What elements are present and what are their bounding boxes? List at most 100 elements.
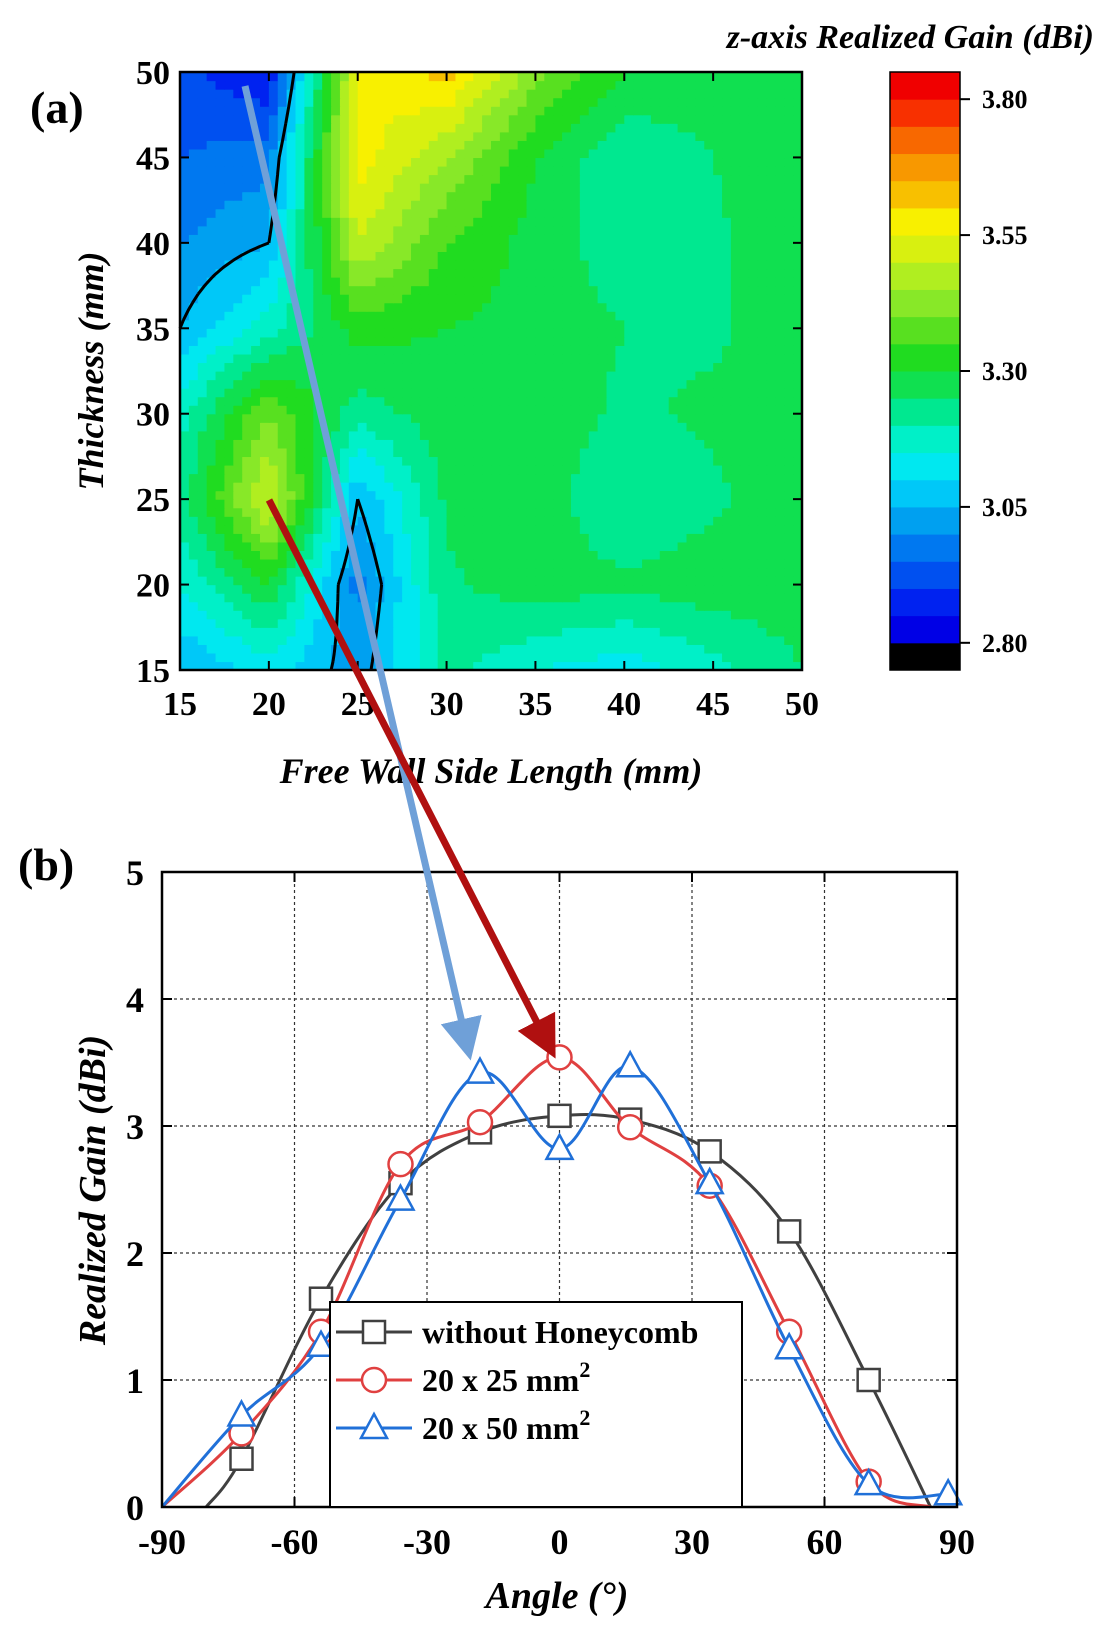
heatmap-cell: [455, 140, 465, 150]
heatmap-cell: [197, 345, 208, 355]
heatmap-cell: [544, 225, 554, 235]
heatmap-cell: [615, 524, 625, 534]
heatmap-cell: [357, 72, 368, 82]
heatmap-cell: [322, 183, 332, 193]
heatmap-cell: [659, 234, 670, 244]
heatmap-cell: [579, 490, 590, 500]
heatmap-cell: [331, 593, 341, 603]
heatmap-cell: [677, 72, 688, 82]
heatmap-cell: [357, 618, 368, 628]
heatmap-cell: [348, 174, 359, 184]
heatmap-cell: [428, 80, 439, 90]
heatmap-cell: [624, 259, 634, 270]
heatmap-cell: [668, 174, 679, 184]
heatmap-cell: [508, 148, 519, 159]
heatmap-cell: [722, 345, 732, 355]
heatmap-cell: [526, 353, 537, 364]
heatmap-cell: [775, 191, 785, 201]
heatmap-cell: [259, 635, 270, 645]
heatmap-cell: [704, 251, 714, 261]
heatmap-cell: [757, 652, 768, 663]
heatmap-cell: [455, 97, 465, 107]
heatmap-cell: [562, 336, 572, 346]
heatmap-cell: [313, 456, 323, 466]
heatmap-cell: [357, 251, 368, 261]
heatmap-cell: [775, 208, 785, 218]
heatmap-cell: [384, 157, 394, 167]
heatmap-cell: [313, 576, 323, 586]
heatmap-cell: [650, 302, 661, 312]
heatmap-cell: [366, 123, 377, 133]
heatmap-cell: [215, 601, 226, 611]
heatmap-cell: [464, 661, 474, 671]
heatmap-cell: [277, 106, 288, 116]
heatmap-cell: [544, 251, 554, 261]
heatmap-cell: [784, 200, 794, 210]
heatmap-cell: [695, 422, 705, 432]
heatmap-cell: [642, 131, 652, 141]
heatmap-cell: [659, 618, 670, 628]
heatmap-cell: [384, 379, 394, 389]
heatmap-cell: [206, 72, 217, 82]
heatmap-cell: [668, 593, 679, 603]
heatmap-cell: [535, 191, 545, 201]
heatmap-cell: [304, 200, 314, 210]
heatmap-cell: [748, 157, 759, 167]
heatmap-cell: [251, 482, 261, 492]
heatmap-cell: [793, 576, 803, 586]
heatmap-cell: [615, 464, 625, 475]
heatmap-cell: [642, 541, 652, 551]
heatmap-cell: [375, 610, 385, 620]
heatmap-cell: [588, 302, 599, 312]
heatmap-cell: [375, 490, 385, 500]
heatmap-cell: [295, 294, 305, 304]
heatmap-cell: [793, 362, 803, 372]
heatmap-cell: [650, 644, 661, 654]
heatmap-cell: [366, 447, 377, 458]
heatmap-cell: [686, 183, 696, 193]
heatmap-cell: [775, 114, 785, 124]
heatmap-cell: [295, 464, 305, 475]
heatmap-cell: [588, 396, 599, 406]
heatmap-cell: [562, 430, 572, 440]
heatmap-cell: [508, 473, 519, 483]
heatmap-cell: [277, 319, 288, 329]
heatmap-cell: [704, 558, 714, 569]
heatmap-cell: [775, 473, 785, 483]
heatmap-cell: [366, 490, 377, 500]
heatmap-cell: [419, 661, 430, 671]
heatmap-cell: [579, 550, 590, 560]
heatmap-cell: [606, 345, 616, 355]
heatmap-cell: [366, 336, 377, 346]
heatmap-cell: [313, 644, 323, 654]
heatmap-cell: [242, 635, 252, 645]
heatmap-cell: [748, 388, 759, 398]
heatmap-cell: [615, 507, 625, 517]
heatmap-cell: [197, 183, 208, 193]
heatmap-cell: [482, 345, 492, 355]
heatmap-cell: [304, 336, 314, 346]
heatmap-cell: [419, 277, 430, 287]
heatmap-cell: [286, 388, 297, 398]
heatmap-cell: [339, 311, 350, 321]
heatmap-cell: [588, 277, 599, 287]
heatmap-cell: [286, 618, 297, 628]
heatmap-cell: [713, 610, 723, 620]
heatmap-cell: [339, 482, 350, 492]
heatmap-cell: [295, 473, 305, 483]
heatmap-cell: [491, 482, 501, 492]
heatmap-cell: [535, 473, 545, 483]
heatmap-cell: [197, 319, 208, 329]
heatmap-cell: [784, 140, 794, 150]
heatmap-cell: [393, 336, 403, 346]
heatmap-cell: [259, 242, 270, 252]
heatmap-cell: [704, 541, 714, 551]
heatmap-cells: [180, 72, 803, 671]
heatmap-cell: [562, 456, 572, 466]
heatmap-cell: [295, 456, 305, 466]
heatmap-cell: [482, 601, 492, 611]
heatmap-cell: [322, 627, 332, 637]
heatmap-cell: [508, 302, 519, 312]
heatmap-cell: [348, 464, 359, 475]
heatmap-cell: [206, 89, 217, 99]
